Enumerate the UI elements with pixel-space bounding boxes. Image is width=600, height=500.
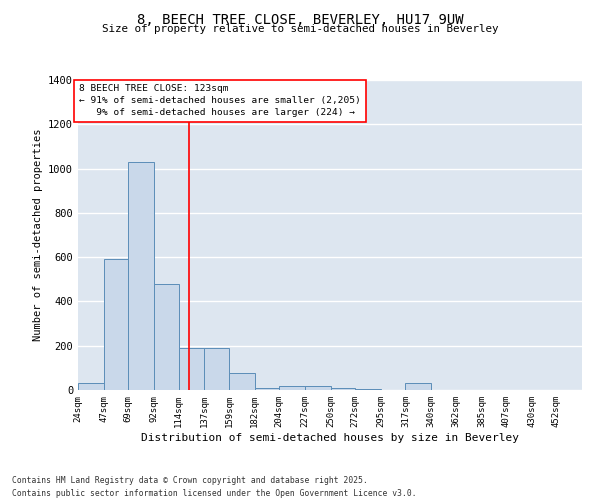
Bar xyxy=(128,162,154,390)
X-axis label: Distribution of semi-detached houses by size in Beverley: Distribution of semi-detached houses by … xyxy=(141,432,519,442)
Bar xyxy=(179,348,204,390)
Bar xyxy=(78,384,104,390)
Text: Contains HM Land Registry data © Crown copyright and database right 2025.
Contai: Contains HM Land Registry data © Crown c… xyxy=(12,476,416,498)
Text: 8 BEECH TREE CLOSE: 123sqm
← 91% of semi-detached houses are smaller (2,205)
   : 8 BEECH TREE CLOSE: 123sqm ← 91% of semi… xyxy=(79,84,361,117)
Bar xyxy=(104,260,128,390)
Bar xyxy=(406,384,431,390)
Bar xyxy=(355,389,381,390)
Text: Size of property relative to semi-detached houses in Beverley: Size of property relative to semi-detach… xyxy=(102,24,498,34)
Bar xyxy=(254,388,279,390)
Text: 8, BEECH TREE CLOSE, BEVERLEY, HU17 9UW: 8, BEECH TREE CLOSE, BEVERLEY, HU17 9UW xyxy=(137,12,463,26)
Bar xyxy=(331,388,355,390)
Bar xyxy=(154,284,179,390)
Bar xyxy=(279,386,305,390)
Bar xyxy=(229,374,254,390)
Bar xyxy=(204,348,229,390)
Bar xyxy=(305,386,331,390)
Y-axis label: Number of semi-detached properties: Number of semi-detached properties xyxy=(32,128,43,341)
